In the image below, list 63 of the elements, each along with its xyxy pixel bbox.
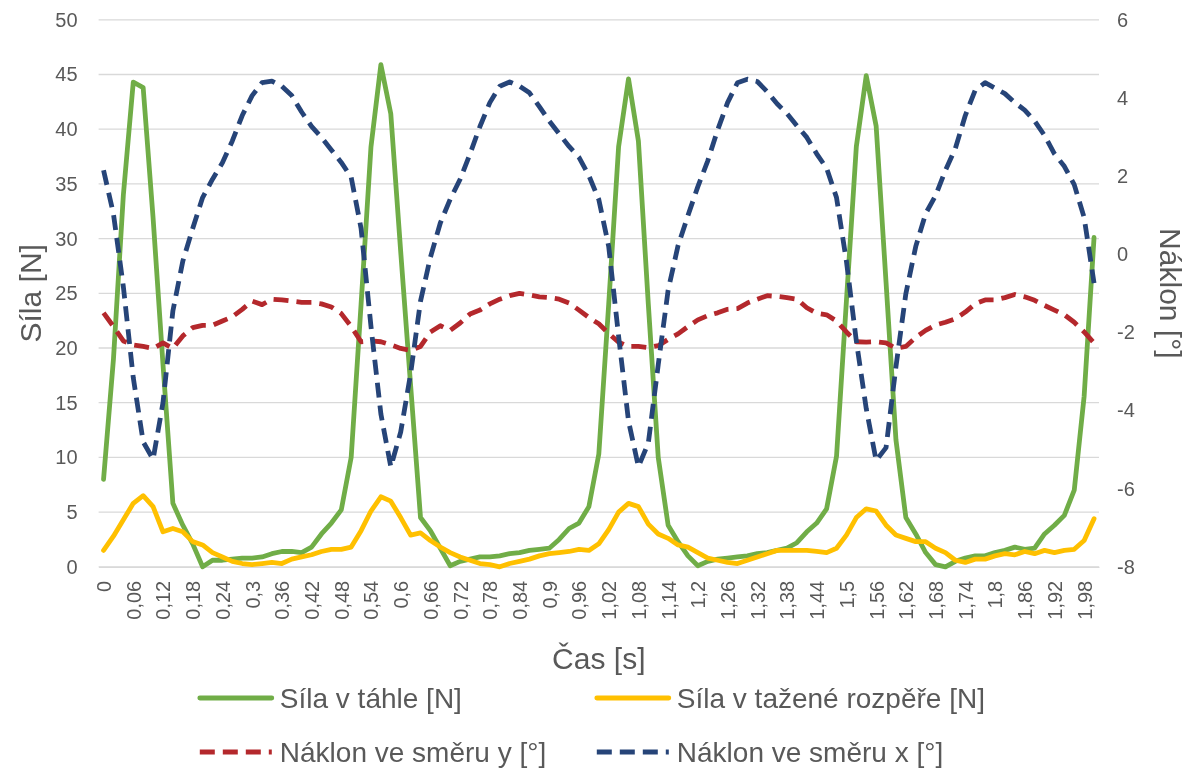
x-tick-label: 1,02 [598,580,621,620]
line-series [101,493,1097,570]
y-tick-label: 5 [66,501,78,523]
y2-tick-label: -8 [1117,555,1135,578]
x-tick-label: 0,72 [449,580,472,620]
y2-tick-label: -2 [1117,321,1135,344]
y-tick-label: 0 [66,555,78,578]
y-tick-label: 10 [55,446,78,469]
x-tick-label: 0,18 [182,580,205,620]
x-tick-label: 0,54 [360,580,383,620]
x-tick-label: 1,8 [984,580,1007,609]
x-tick-label: 1,92 [1043,580,1066,620]
y2-tick-label: -4 [1117,399,1135,422]
y2-tick-label: 4 [1117,86,1129,109]
y-tick-label: 35 [55,172,78,195]
x-tick-label: 0,42 [301,580,324,620]
x-tick-label: 0,9 [538,580,561,609]
y-tick-label: 25 [55,282,78,305]
x-tick-label: 0,24 [211,580,234,620]
x-tick-label: 1,56 [865,580,888,620]
legend-label: Náklon ve směru y [°] [279,736,547,768]
x-tick-label: 1,44 [806,580,829,620]
x-tick-label: 1,08 [627,580,650,620]
x-tick-label: 0,84 [509,580,532,620]
x-tick-label: 0,36 [271,580,294,620]
x-tick-label: 1,5 [835,580,858,609]
y-tick-label: 15 [55,391,78,414]
x-tick-label: 1,98 [1073,580,1096,620]
x-tick-label: 1,86 [1014,580,1037,620]
x-tick-label: 1,2 [687,580,710,609]
x-tick-label: 0,96 [568,580,591,620]
line-series [101,290,1097,353]
y2-tick-label: 0 [1117,243,1129,266]
x-tick-label: 0,12 [152,580,175,620]
y2-axis-title: Náklon [°] [1154,228,1187,359]
x-tick-label: 0,6 [390,580,413,609]
y-tick-label: 30 [55,227,78,250]
y2-tick-label: 6 [1117,8,1129,31]
y-tick-label: 20 [55,336,78,359]
y-axis-title: Síla [N] [14,244,47,343]
x-tick-label: 1,32 [746,580,769,620]
x-axis-title: Čas [s] [552,642,646,675]
x-tick-label: 1,62 [895,580,918,620]
y-tick-label: 50 [55,8,78,31]
line-series [101,62,1097,570]
y2-tick-label: 2 [1117,164,1129,187]
x-tick-label: 1,26 [717,580,740,620]
x-tick-label: 1,68 [925,580,948,620]
x-tick-label: 1,14 [657,580,680,620]
y-tick-label: 40 [55,118,78,141]
x-tick-label: 0,3 [241,580,264,609]
legend-label: Síla v táhle [N] [279,682,462,714]
y-tick-label: 45 [55,63,78,86]
x-tick-label: 0,78 [479,580,502,620]
legend-label: Náklon ve směru x [°] [676,736,944,768]
legend-label: Síla v tažené rozpěře [N] [676,682,985,714]
x-tick-label: 0,66 [419,580,442,620]
x-tick-label: 0,48 [330,580,353,620]
x-tick-label: 1,74 [954,580,977,620]
y2-tick-label: -6 [1117,477,1135,500]
x-tick-label: 0,06 [122,580,145,620]
x-tick-label: 0 [93,580,116,592]
x-tick-label: 1,38 [776,580,799,620]
